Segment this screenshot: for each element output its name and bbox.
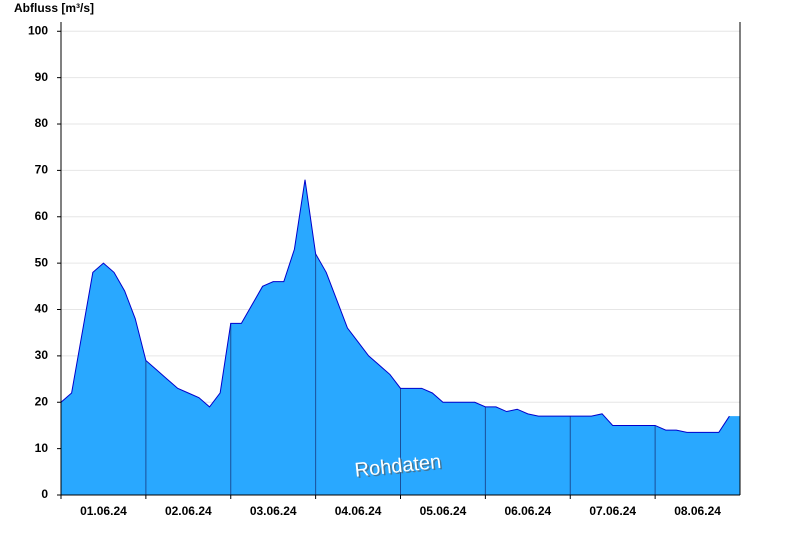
y-tick-label: 0: [41, 487, 48, 501]
x-tick-label: 05.06.24: [420, 504, 467, 518]
y-tick-label: 50: [35, 255, 49, 269]
x-tick-label: 06.06.24: [504, 504, 551, 518]
y-tick-label: 60: [35, 209, 49, 223]
y-tick-label: 100: [28, 23, 48, 37]
y-tick-label: 30: [35, 348, 49, 362]
y-tick-label: 70: [35, 163, 49, 177]
x-tick-label: 03.06.24: [250, 504, 297, 518]
x-tick-label: 04.06.24: [335, 504, 382, 518]
y-tick-label: 40: [35, 302, 49, 316]
x-tick-label: 02.06.24: [165, 504, 212, 518]
x-tick-label: 07.06.24: [589, 504, 636, 518]
chart-title: Abfluss [m³/s]: [14, 1, 94, 15]
y-tick-label: 10: [35, 441, 49, 455]
flow-line: [60, 179, 730, 433]
y-tick-label: 90: [35, 70, 49, 84]
y-tick-label: 20: [35, 394, 49, 408]
x-tick-label: 01.06.24: [80, 504, 127, 518]
y-tick-label: 80: [35, 116, 49, 130]
x-tick-label: 08.06.24: [674, 504, 721, 518]
